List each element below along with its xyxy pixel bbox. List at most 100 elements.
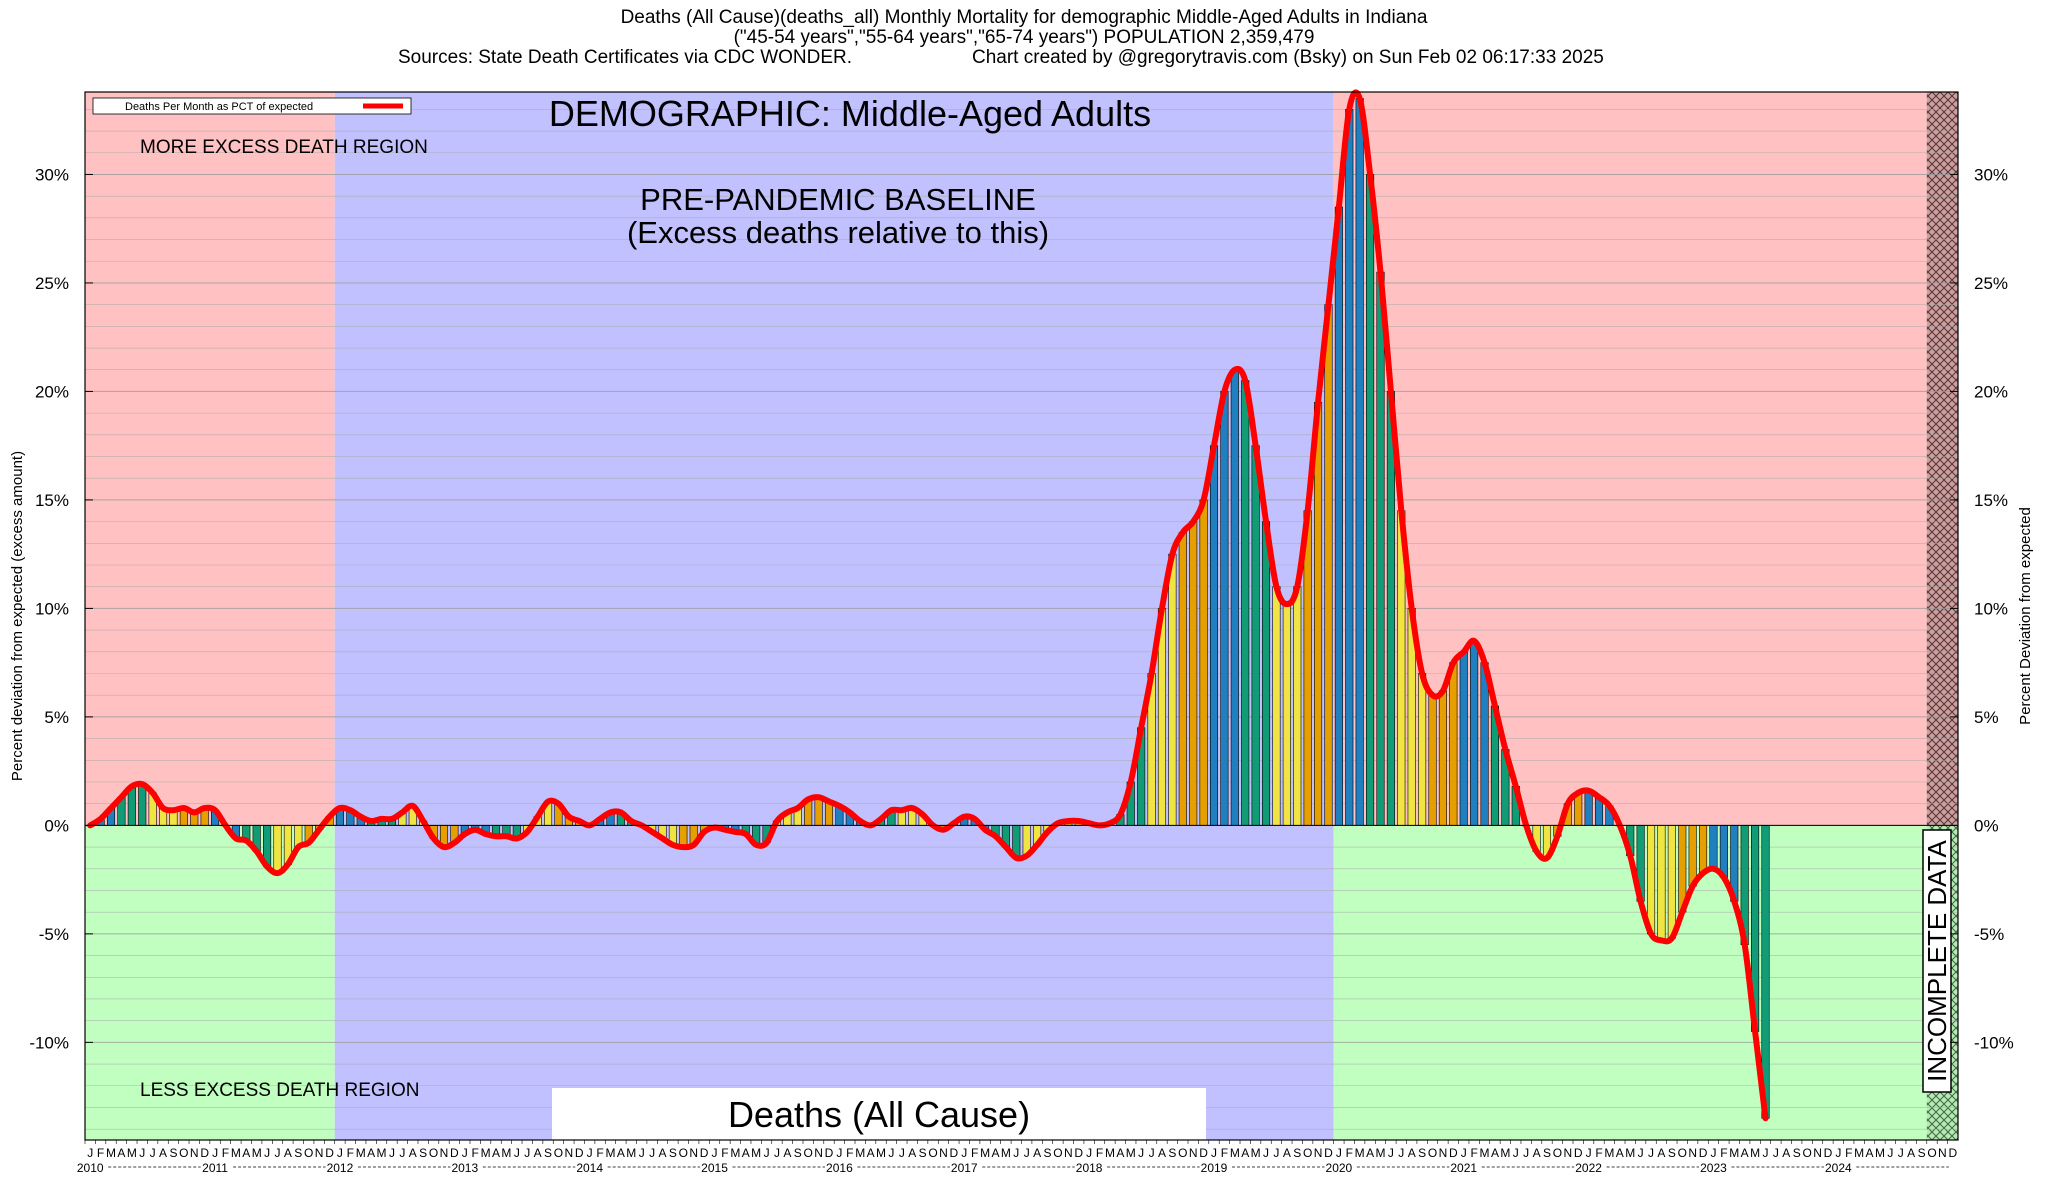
month-tick-label: F	[472, 1146, 479, 1160]
month-tick-label: A	[617, 1146, 625, 1160]
ytick-label-right: 20%	[1974, 382, 2008, 401]
month-tick-label: J	[764, 1146, 770, 1160]
month-tick-label: A	[159, 1146, 167, 1160]
month-tick-label: D	[1449, 1146, 1458, 1160]
bar	[1355, 98, 1364, 826]
bar	[1470, 640, 1479, 826]
month-tick-label: M	[106, 1146, 116, 1160]
month-tick-label: F	[721, 1146, 728, 1160]
month-tick-label: D	[950, 1146, 959, 1160]
month-tick-label: A	[742, 1146, 750, 1160]
month-tick-label: N	[1314, 1146, 1323, 1160]
year-label: 2019	[1201, 1161, 1228, 1175]
month-tick-label: J	[961, 1146, 967, 1160]
month-tick-label: J	[462, 1146, 468, 1160]
ytick-label-right: 25%	[1974, 274, 2008, 293]
month-tick-label: N	[1189, 1146, 1198, 1160]
year-label: 2011	[202, 1161, 228, 1175]
legend-label: Deaths Per Month as PCT of expected	[125, 101, 313, 113]
month-tick-label: A	[1158, 1146, 1166, 1160]
month-tick-label: A	[1283, 1146, 1291, 1160]
month-tick-label: S	[1543, 1146, 1551, 1160]
month-tick-label: F	[97, 1146, 104, 1160]
year-label: 2015	[701, 1161, 728, 1175]
month-tick-label: N	[1563, 1146, 1572, 1160]
month-tick-label: O	[679, 1146, 688, 1160]
month-tick-label: A	[1616, 1146, 1624, 1160]
month-tick-label: J	[1211, 1146, 1217, 1160]
month-tick-label: A	[1533, 1146, 1541, 1160]
month-tick-label: D	[825, 1146, 834, 1160]
month-tick-label: J	[524, 1146, 530, 1160]
month-tick-label: J	[1523, 1146, 1529, 1160]
month-tick-label: N	[1064, 1146, 1073, 1160]
month-tick-label: D	[325, 1146, 334, 1160]
bar	[1189, 521, 1198, 826]
year-label: 2010	[77, 1161, 104, 1175]
month-tick-label: M	[730, 1146, 740, 1160]
baseline-region	[334, 92, 1334, 1140]
bar	[1334, 206, 1343, 826]
year-label: 2023	[1700, 1161, 1727, 1175]
month-tick-label: F	[1221, 1146, 1228, 1160]
year-label: 2017	[951, 1161, 978, 1175]
chart-title-line-2: ("45-54 years","55-64 years","65-74 year…	[733, 27, 1315, 48]
month-tick-label: M	[1875, 1146, 1885, 1160]
month-tick-label: D	[1074, 1146, 1083, 1160]
month-tick-label: D	[1699, 1146, 1708, 1160]
bar	[1584, 790, 1593, 826]
month-tick-label: S	[169, 1146, 177, 1160]
month-tick-label: J	[514, 1146, 520, 1160]
month-tick-label: N	[939, 1146, 948, 1160]
bar	[1303, 510, 1312, 826]
bar	[1178, 532, 1187, 826]
year-label: 2013	[451, 1161, 478, 1175]
month-tick-label: J	[1086, 1146, 1092, 1160]
month-tick-label: M	[501, 1146, 511, 1160]
year-label: 2021	[1450, 1161, 1477, 1175]
month-tick-label: F	[347, 1146, 354, 1160]
month-tick-label: J	[1710, 1146, 1716, 1160]
month-tick-label: O	[804, 1146, 813, 1160]
month-tick-label: J	[712, 1146, 718, 1160]
month-tick-label: M	[626, 1146, 636, 1160]
month-tick-label: N	[1439, 1146, 1448, 1160]
ytick-label-left: 20%	[35, 382, 69, 401]
month-tick-label: J	[1138, 1146, 1144, 1160]
bar	[1168, 553, 1177, 826]
month-tick-label: J	[1336, 1146, 1342, 1160]
bar	[1345, 109, 1354, 826]
bar	[1699, 825, 1708, 874]
month-tick-label: A	[284, 1146, 292, 1160]
bar	[1199, 499, 1208, 826]
month-tick-label: S	[544, 1146, 552, 1160]
y-axis-label-left: Percent deviation from expected (excess …	[9, 451, 26, 781]
month-tick-label: J	[1648, 1146, 1654, 1160]
ytick-label-left: 0%	[44, 816, 69, 835]
month-tick-label: M	[1480, 1146, 1490, 1160]
month-tick-label: M	[605, 1146, 615, 1160]
incomplete-label: INCOMPLETE DATA	[1922, 839, 1952, 1081]
month-tick-label: A	[1366, 1146, 1374, 1160]
month-tick-label: J	[1513, 1146, 1519, 1160]
y-axis-label-right: Percent Deviation from expected	[2017, 507, 2034, 725]
bar	[1480, 662, 1489, 826]
month-tick-label: M	[127, 1146, 137, 1160]
month-tick-label: M	[1355, 1146, 1365, 1160]
month-tick-label: M	[231, 1146, 241, 1160]
ytick-label-right: -5%	[1974, 925, 2004, 944]
month-tick-label: D	[450, 1146, 459, 1160]
month-tick-label: F	[1470, 1146, 1477, 1160]
bar	[1230, 369, 1239, 826]
chart-title: DEMOGRAPHIC: Middle-Aged Adults	[549, 93, 1151, 134]
month-tick-label: A	[991, 1146, 999, 1160]
month-tick-label: A	[659, 1146, 667, 1160]
legend-box	[92, 97, 412, 115]
month-tick-label: A	[1657, 1146, 1665, 1160]
month-tick-label: A	[1907, 1146, 1915, 1160]
month-tick-label: A	[908, 1146, 916, 1160]
incomplete-region-upper	[1926, 92, 1958, 826]
month-tick-label: M	[855, 1146, 865, 1160]
month-tick-label: J	[639, 1146, 645, 1160]
